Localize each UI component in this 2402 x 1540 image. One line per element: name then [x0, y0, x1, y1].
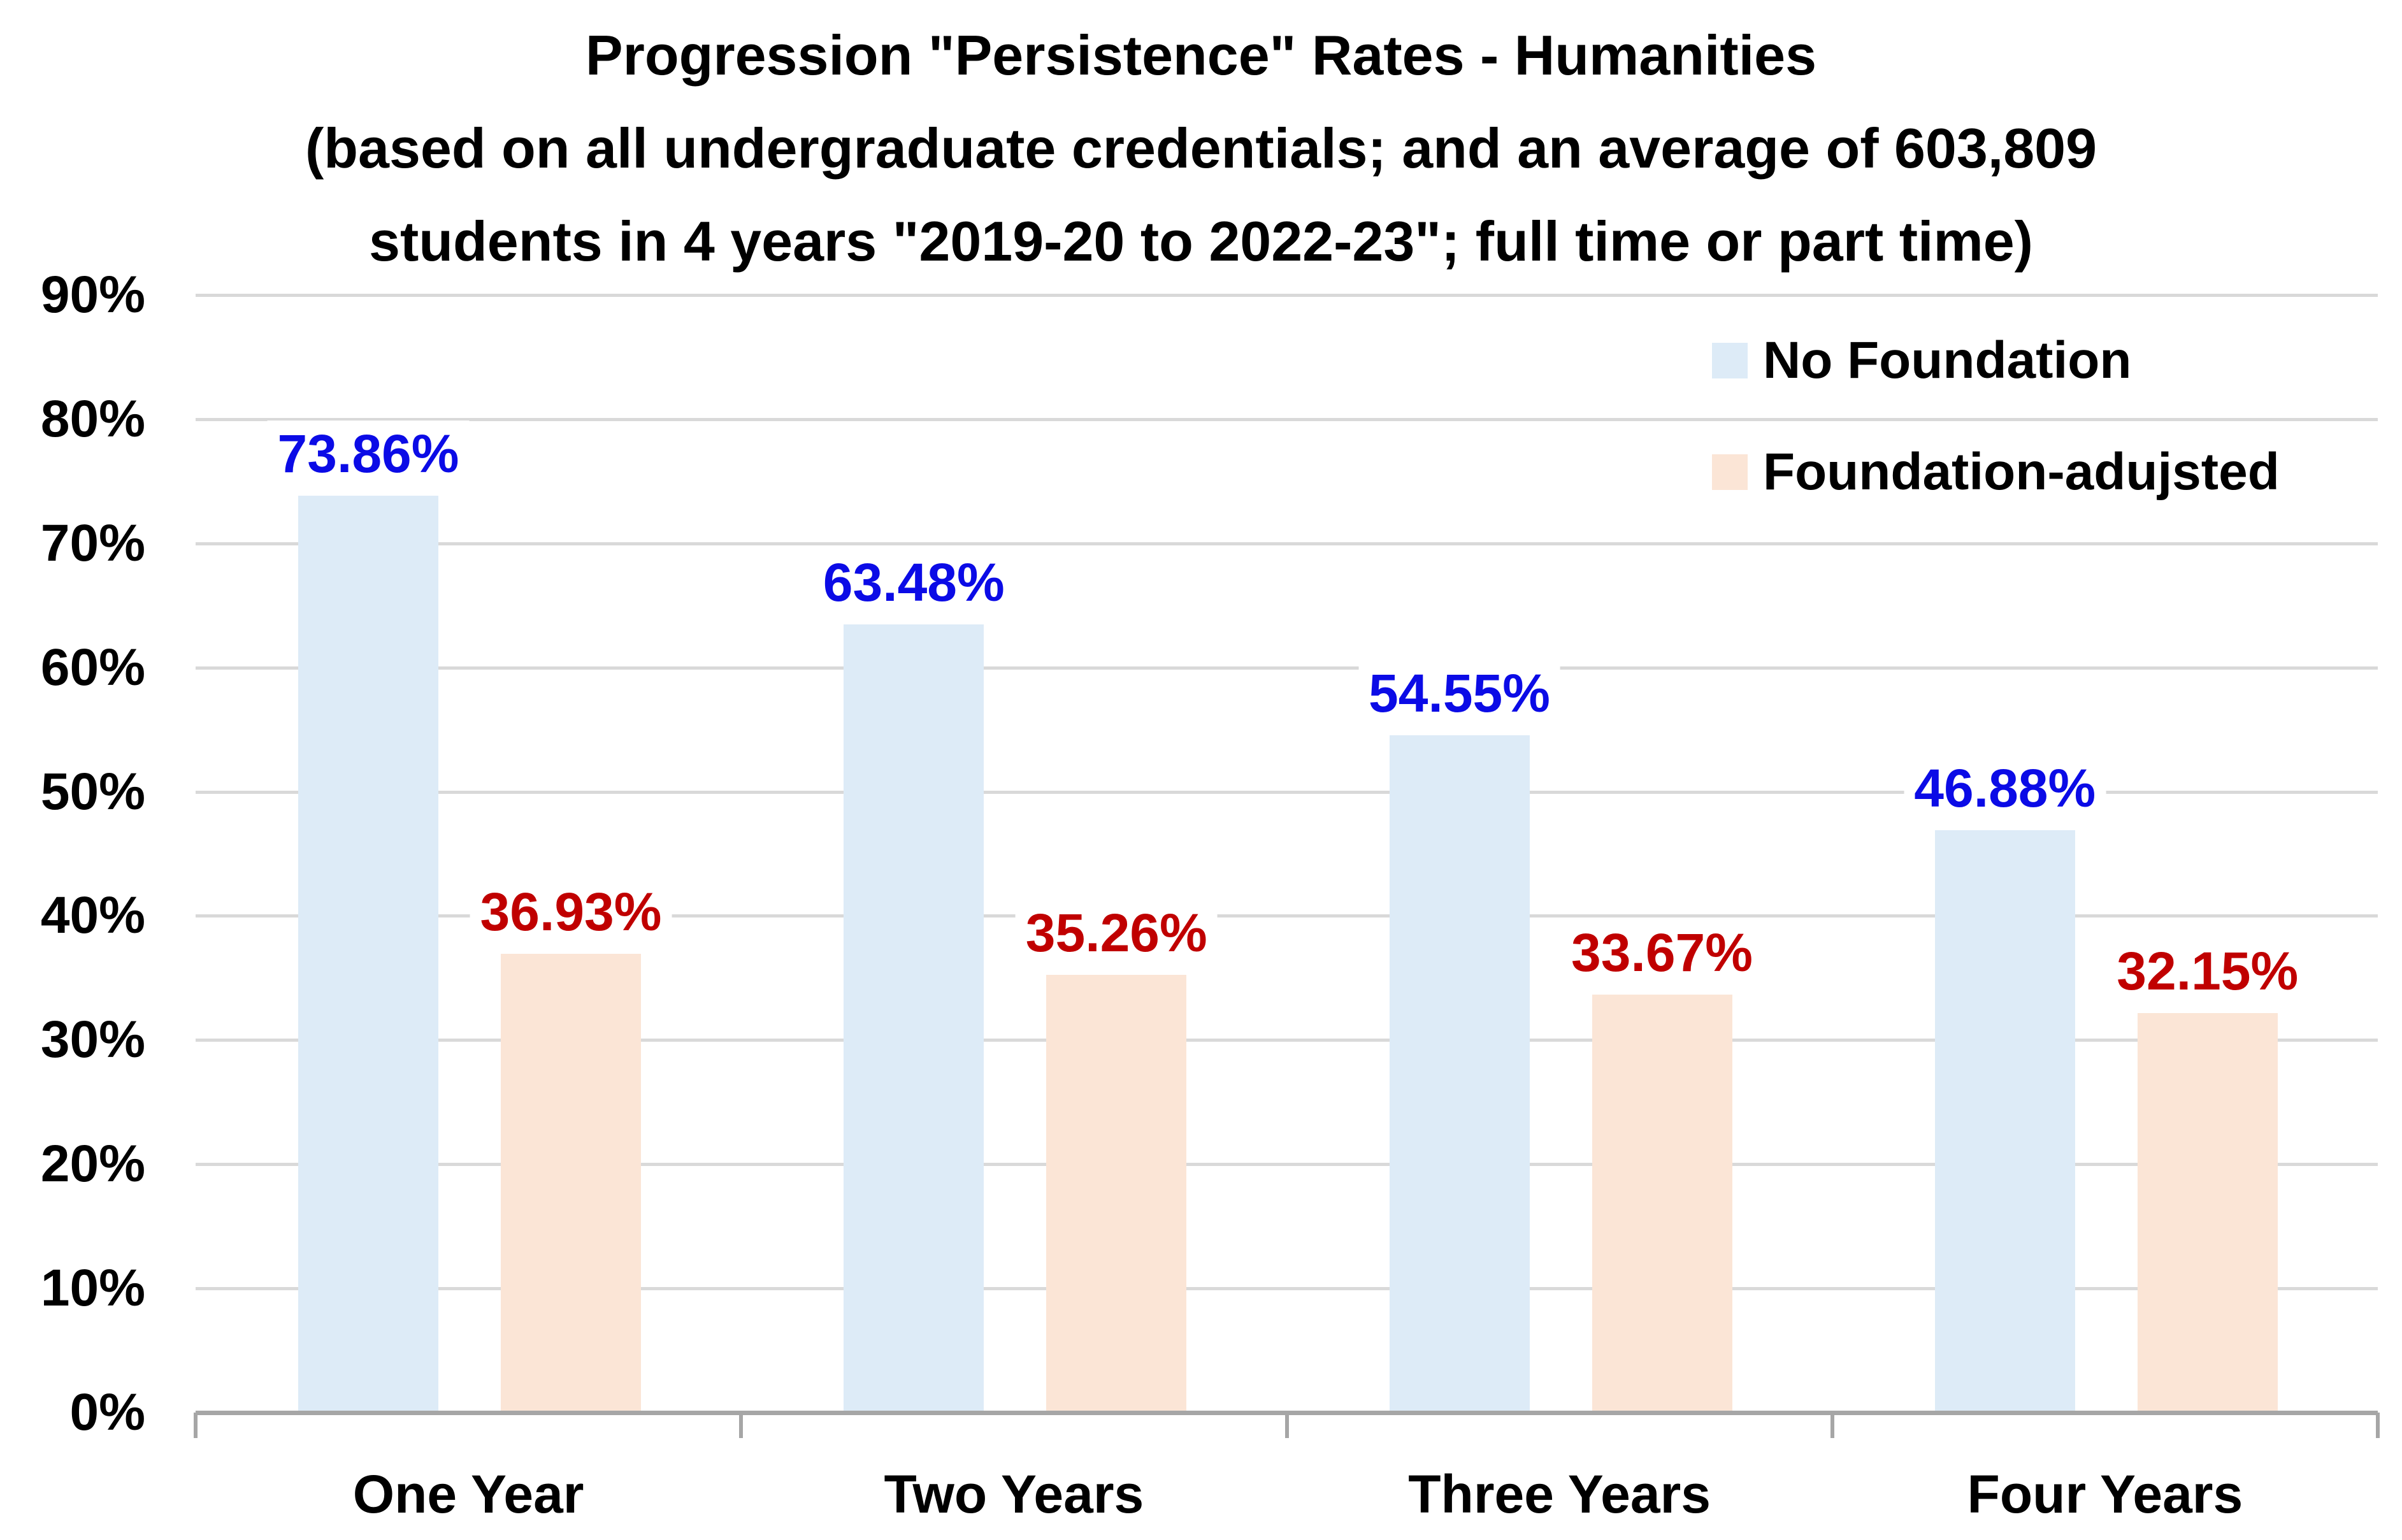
x-axis-tick	[1284, 1413, 1289, 1438]
bar-label-no-foundation-two-years: 63.48%	[812, 549, 1015, 615]
y-axis-label-30: 30%	[40, 1011, 145, 1069]
y-axis-label-90: 90%	[40, 266, 145, 324]
chart-title: Progression "Persistence" Rates - Humani…	[0, 9, 2402, 288]
gridline	[196, 294, 2378, 297]
x-axis-label-two-years: Two Years	[884, 1464, 1144, 1524]
x-axis-tick	[739, 1413, 744, 1438]
y-axis-label-50: 50%	[40, 762, 145, 821]
bar-no-foundation-one-year	[298, 495, 438, 1413]
legend-swatch-foundation-adujsted	[1712, 454, 1748, 490]
legend-label-foundation-adujsted: Foundation-adujsted	[1763, 443, 2280, 501]
bar-label-foundation-adujsted-three-years: 33.67%	[1561, 919, 1763, 986]
y-axis-label-60: 60%	[40, 638, 145, 696]
y-axis-label-40: 40%	[40, 886, 145, 945]
gridline	[196, 790, 2378, 794]
bar-label-foundation-adujsted-two-years: 35.26%	[1015, 899, 1218, 966]
legend-label-no-foundation: No Foundation	[1763, 331, 2132, 389]
x-axis-tick	[1830, 1413, 1834, 1438]
legend-swatch-no-foundation	[1712, 343, 1748, 378]
bar-no-foundation-two-years	[844, 624, 984, 1413]
y-axis-label-20: 20%	[40, 1135, 145, 1193]
bar-label-no-foundation-three-years: 54.55%	[1358, 659, 1560, 726]
x-axis-tick	[2376, 1413, 2380, 1438]
bar-foundation-adujsted-one-year	[501, 954, 641, 1413]
x-axis-label-three-years: Three Years	[1408, 1464, 1711, 1524]
chart-title-line-1: Progression "Persistence" Rates - Humani…	[585, 24, 1817, 87]
gridline	[196, 1163, 2378, 1167]
bar-label-foundation-adujsted-four-years: 32.15%	[2106, 938, 2309, 1005]
y-axis-label-0: 0%	[69, 1383, 145, 1441]
bar-foundation-adujsted-two-years	[1046, 974, 1187, 1413]
gridline	[196, 542, 2378, 545]
chart-title-line-2: (based on all undergraduate credentials;…	[305, 117, 2097, 180]
gridline	[196, 914, 2378, 918]
bar-label-no-foundation-four-years: 46.88%	[1904, 755, 2106, 822]
gridline	[196, 417, 2378, 421]
x-axis-label-one-year: One Year	[352, 1464, 584, 1524]
bar-foundation-adujsted-four-years	[2137, 1013, 2278, 1413]
chart-title-line-3: students in 4 years "2019-20 to 2022-23"…	[369, 210, 2033, 273]
y-axis-label-70: 70%	[40, 514, 145, 572]
bar-label-foundation-adujsted-one-year: 36.93%	[470, 879, 672, 946]
y-axis-label-80: 80%	[40, 389, 145, 448]
x-axis-tick	[194, 1413, 198, 1438]
gridline	[196, 1287, 2378, 1291]
x-axis-label-four-years: Four Years	[1967, 1464, 2243, 1524]
bar-foundation-adujsted-three-years	[1592, 994, 1732, 1413]
legend-item-foundation-adujsted: Foundation-adujsted	[1712, 443, 2280, 501]
legend-item-no-foundation: No Foundation	[1712, 331, 2131, 390]
bar-label-no-foundation-one-year: 73.86%	[267, 420, 470, 487]
bar-no-foundation-three-years	[1389, 735, 1530, 1413]
gridline	[196, 1039, 2378, 1042]
gridline	[196, 666, 2378, 670]
bar-no-foundation-four-years	[1934, 830, 2075, 1413]
y-axis-label-10: 10%	[40, 1259, 145, 1318]
